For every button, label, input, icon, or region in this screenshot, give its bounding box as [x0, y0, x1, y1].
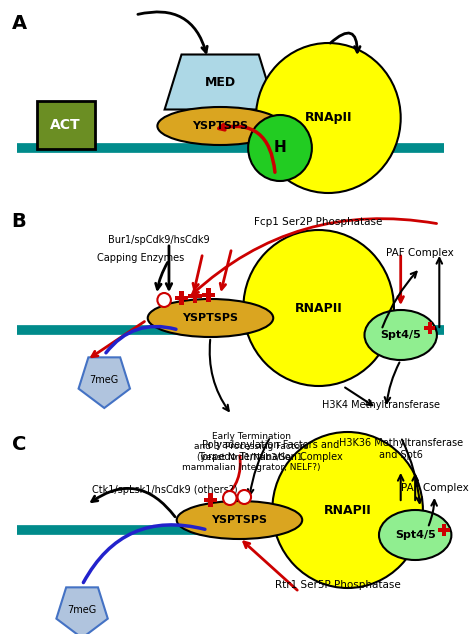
Polygon shape	[175, 295, 188, 301]
Ellipse shape	[157, 107, 283, 145]
Text: H3K4 Methyltransferase: H3K4 Methyltransferase	[322, 400, 440, 410]
Polygon shape	[79, 358, 130, 408]
Circle shape	[223, 491, 237, 505]
Text: YSPTSPS: YSPTSPS	[182, 313, 238, 323]
Text: PAF Complex: PAF Complex	[401, 483, 468, 493]
Text: C: C	[11, 435, 26, 454]
Circle shape	[256, 43, 401, 193]
Polygon shape	[442, 524, 446, 536]
Polygon shape	[164, 55, 276, 110]
Text: A: A	[11, 14, 27, 33]
Polygon shape	[428, 322, 432, 334]
Ellipse shape	[365, 310, 437, 360]
Text: ACT: ACT	[50, 118, 81, 132]
Text: Ctk1/spLsk1/hsCdk9 (others?): Ctk1/spLsk1/hsCdk9 (others?)	[92, 485, 237, 495]
Text: 7meG: 7meG	[67, 605, 97, 615]
Text: 7meG: 7meG	[90, 375, 119, 385]
Polygon shape	[56, 587, 108, 634]
Circle shape	[243, 230, 394, 386]
Ellipse shape	[379, 510, 451, 560]
Circle shape	[272, 432, 423, 588]
Text: B: B	[11, 212, 27, 231]
Polygon shape	[179, 291, 184, 305]
Text: RNAPII: RNAPII	[324, 503, 372, 517]
FancyBboxPatch shape	[36, 101, 95, 149]
Polygon shape	[204, 498, 217, 503]
Text: Spt4/5: Spt4/5	[395, 530, 436, 540]
Polygon shape	[438, 528, 450, 532]
Text: Rtr1 Ser5P Phosphatase: Rtr1 Ser5P Phosphatase	[275, 580, 401, 590]
Text: RNAPII: RNAPII	[295, 302, 343, 314]
Text: H: H	[273, 141, 286, 155]
Polygon shape	[424, 326, 436, 330]
Polygon shape	[192, 289, 197, 303]
Circle shape	[237, 490, 251, 504]
Polygon shape	[206, 288, 211, 302]
Text: MED: MED	[205, 75, 236, 89]
Text: PAF Complex: PAF Complex	[386, 248, 454, 258]
Ellipse shape	[177, 501, 302, 539]
Text: Fcp1 Ser2P Phosphatase: Fcp1 Ser2P Phosphatase	[255, 217, 383, 227]
Circle shape	[157, 293, 171, 307]
Text: YSPTSPS: YSPTSPS	[211, 515, 267, 525]
Text: Bur1/spCdk9/hsCdk9: Bur1/spCdk9/hsCdk9	[108, 235, 210, 245]
Polygon shape	[208, 493, 213, 507]
Circle shape	[248, 115, 312, 181]
Polygon shape	[188, 294, 202, 299]
Text: Polyadenylation Factors and
Torpedo Termination Complex: Polyadenylation Factors and Torpedo Term…	[198, 441, 343, 462]
Polygon shape	[202, 292, 215, 297]
Text: YSPTSPS: YSPTSPS	[192, 121, 248, 131]
Text: RNApII: RNApII	[304, 112, 352, 124]
Ellipse shape	[148, 299, 273, 337]
Text: Capping Enzymes: Capping Enzymes	[97, 253, 184, 263]
Text: Spt4/5: Spt4/5	[380, 330, 421, 340]
Text: H3K36 Methyltransferase
and Spt6: H3K36 Methyltransferase and Spt6	[338, 438, 463, 460]
Text: Early Termination
and 3' Processing Factors
(yeast Nrd1/Nab3/Sen1,
mammalian Int: Early Termination and 3' Processing Fact…	[182, 432, 320, 472]
